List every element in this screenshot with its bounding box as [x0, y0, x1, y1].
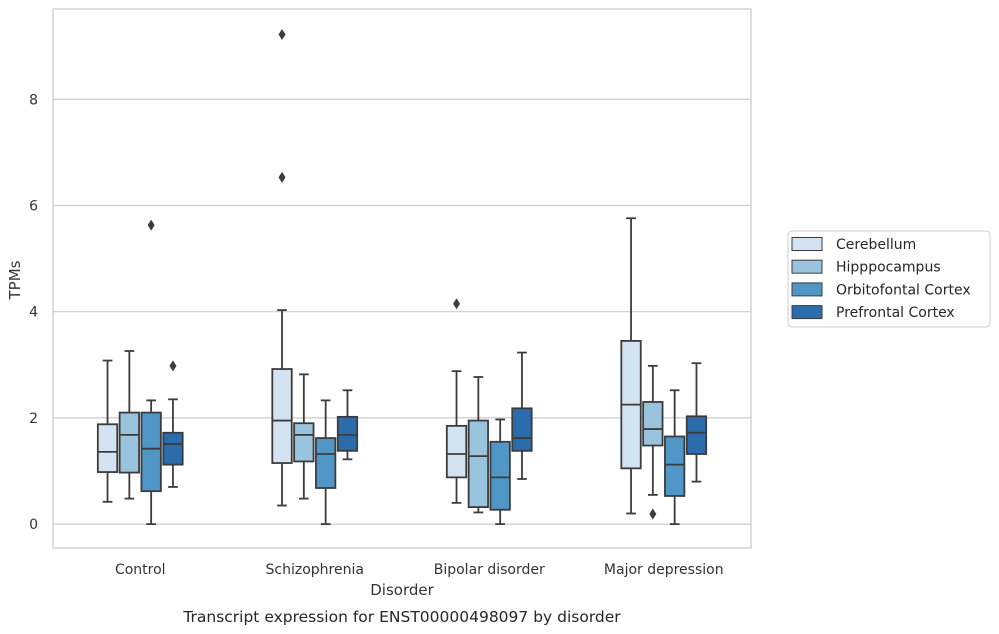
box	[445, 424, 468, 479]
y-axis-ticks: 0 2 4 6 8	[29, 92, 38, 533]
series-hipppocampus	[118, 350, 664, 520]
x-tick-label: Control	[115, 562, 166, 578]
box	[685, 415, 708, 455]
y-tick-label: 2	[29, 411, 38, 427]
legend-label: Prefrontal Cortex	[836, 305, 955, 321]
x-axis-ticks: Control Schizophrenia Bipolar disorder Majo…	[115, 562, 724, 578]
outlier-point	[278, 28, 286, 40]
series-orbitofontal-cortex	[140, 219, 686, 526]
grid-lines	[53, 98, 751, 525]
x-tick-label: Schizophrenia	[266, 562, 364, 578]
y-tick-label: 0	[29, 517, 38, 533]
outlier-point	[649, 508, 657, 520]
outlier-point	[453, 298, 461, 310]
y-tick-label: 8	[29, 92, 38, 108]
chart-caption: Transcript expression for ENST0000049809…	[182, 608, 621, 626]
box-plot-series	[96, 28, 708, 526]
legend-label: Hipppocampus	[836, 260, 941, 276]
outlier-point	[278, 171, 286, 183]
legend-swatch	[791, 237, 823, 251]
y-axis-title: TPMs	[6, 260, 24, 300]
legend-swatch	[791, 305, 823, 320]
box	[162, 431, 184, 466]
box	[489, 440, 511, 511]
y-tick-label: 6	[29, 198, 38, 214]
series-cerebellum	[96, 28, 642, 515]
x-tick-label: Bipolar disorder	[434, 562, 545, 578]
box	[336, 415, 359, 452]
x-axis-title: Disorder	[370, 581, 434, 599]
box	[642, 401, 664, 447]
box	[96, 423, 119, 473]
box	[271, 368, 293, 464]
legend: Cerebellum Hipppocampus Orbitofontal Corte…	[787, 230, 991, 328]
outlier-point	[169, 360, 177, 372]
box	[140, 411, 162, 493]
series-prefrontal-cortex	[162, 351, 708, 488]
y-tick-label: 4	[29, 305, 38, 321]
box	[511, 407, 533, 452]
box	[118, 411, 140, 474]
box	[315, 437, 337, 489]
outlier-point	[147, 219, 155, 231]
box	[467, 419, 489, 509]
legend-label: Orbitofontal Cortex	[836, 282, 971, 298]
box	[664, 435, 686, 497]
x-tick-label: Major depression	[604, 562, 724, 578]
legend-swatch	[791, 282, 823, 297]
legend-swatch	[791, 259, 823, 274]
legend-frame	[787, 230, 991, 328]
legend-label: Cerebellum	[836, 237, 916, 253]
box	[293, 422, 315, 463]
plot-frame	[52, 8, 752, 549]
